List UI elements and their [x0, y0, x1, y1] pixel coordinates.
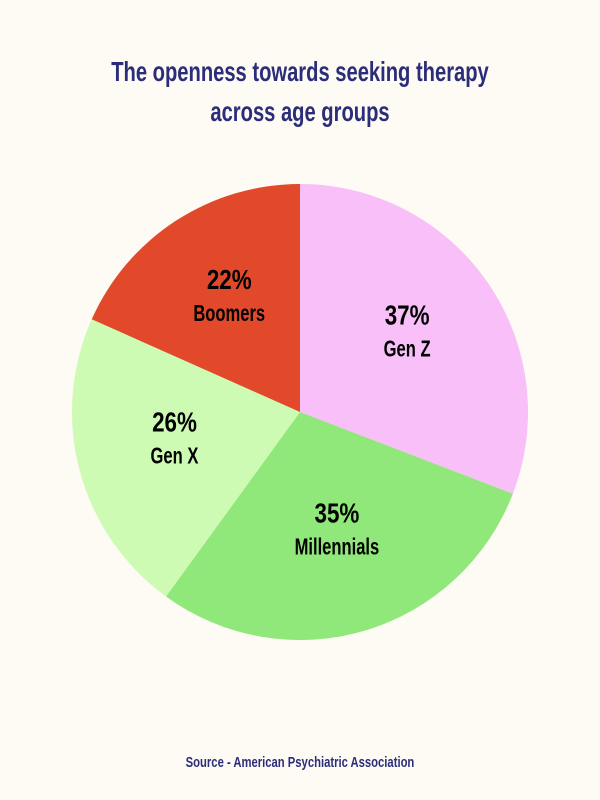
data-label: 37%: [385, 300, 430, 331]
category-label: Boomers: [193, 301, 265, 326]
source-note: Source - American Psychiatric Associatio…: [185, 754, 415, 771]
data-label: 35%: [314, 498, 359, 529]
pie-slice: [91, 184, 300, 412]
category-label: Gen X: [151, 444, 199, 469]
pie-slice: [72, 319, 301, 597]
pie-slice: [300, 184, 528, 494]
pie-slice: [165, 412, 513, 640]
category-label: Gen Z: [384, 337, 431, 362]
chart-title: The openness towards seeking therapy acr…: [111, 56, 489, 127]
data-label: 26%: [152, 407, 197, 438]
category-label: Millennials: [295, 535, 380, 560]
data-label: 22%: [207, 265, 252, 296]
